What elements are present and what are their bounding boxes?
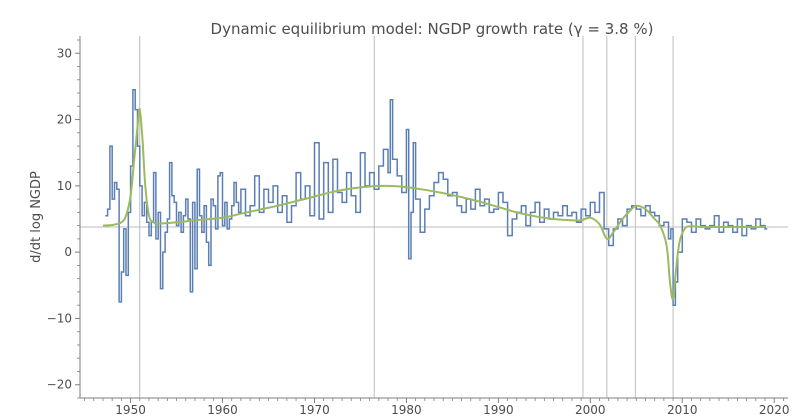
- tick-labels: 1950 1960 1970 1980 1990 2000 2010 2020 −20 −10 0 1…: [47, 46, 790, 416]
- y-tick-label: 10: [57, 179, 72, 193]
- y-axis-label: d/dt log NGDP: [29, 171, 44, 263]
- x-tick-label: 1980: [391, 403, 422, 416]
- x-tick-label: 1960: [207, 403, 238, 416]
- series-line-data: [105, 88, 768, 306]
- x-tick-label: 1950: [115, 403, 146, 416]
- x-tick-label: 2010: [667, 403, 698, 416]
- vertical-markers: [139, 36, 674, 398]
- y-tick-label: 0: [64, 245, 72, 259]
- x-tick-label: 1970: [299, 403, 330, 416]
- chart-title: Dynamic equilibrium model: NGDP growth r…: [211, 20, 654, 38]
- y-tick-label: 20: [57, 113, 72, 127]
- y-tick-label: 30: [57, 46, 72, 60]
- y-tick-label: −10: [47, 311, 72, 325]
- series-line-model: [102, 108, 765, 301]
- x-tick-label: 1990: [483, 403, 514, 416]
- x-tick-label: 2020: [759, 403, 790, 416]
- x-tick-label: 2000: [575, 403, 606, 416]
- y-tick-label: −20: [47, 378, 72, 392]
